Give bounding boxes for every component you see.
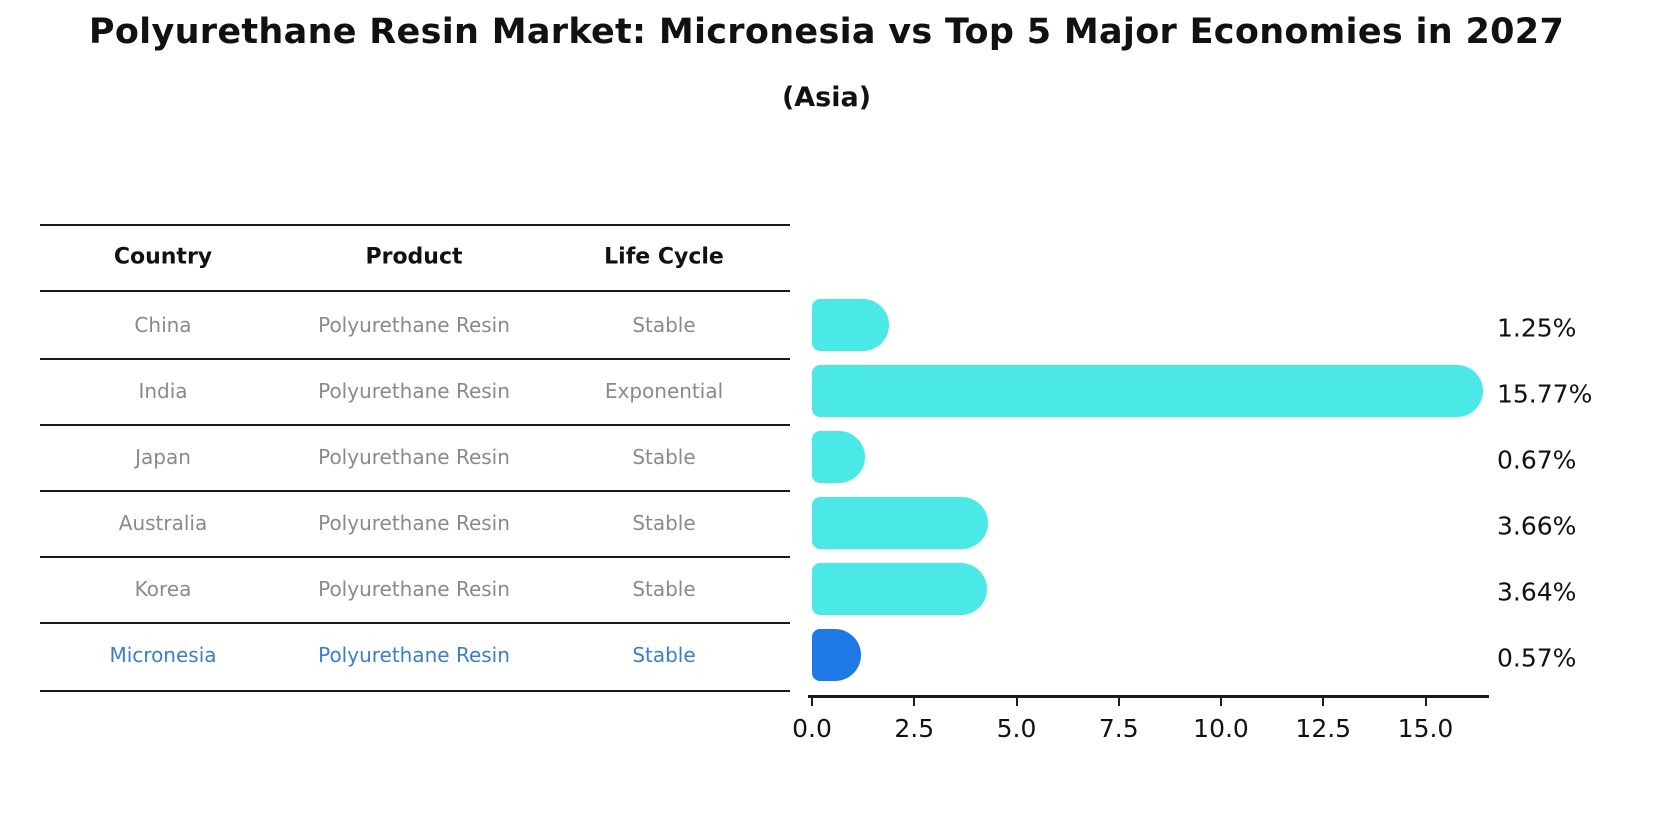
x-axis-tick-label: 7.5 xyxy=(1098,714,1139,743)
table-cell-product: Polyurethane Resin xyxy=(318,511,510,535)
table-cell-product: Polyurethane Resin xyxy=(318,445,510,469)
table-cell-country: Australia xyxy=(118,511,208,535)
chart-subtitle: (Asia) xyxy=(781,82,872,113)
table-cell-life_cycle: Stable xyxy=(632,643,696,667)
table-cell-life_cycle: Stable xyxy=(632,445,696,469)
table-header-cell: Life Cycle xyxy=(604,244,724,270)
table-cell-life_cycle: Exponential xyxy=(604,379,724,403)
table-rule xyxy=(40,424,790,426)
table-cell-country: Japan xyxy=(135,445,191,469)
table-cell-product: Polyurethane Resin xyxy=(318,643,510,667)
table-rule xyxy=(40,490,790,492)
bar-value-label: 15.77% xyxy=(1497,379,1593,409)
x-axis-tick xyxy=(1322,695,1325,706)
x-axis-tick xyxy=(1220,695,1222,706)
table-rule xyxy=(40,556,790,558)
x-axis-tick xyxy=(811,695,813,706)
table-rule xyxy=(40,622,790,624)
table-header-cell: Country xyxy=(113,244,213,270)
table-header-cell: Product xyxy=(365,244,463,270)
x-axis-tick-label: 0.0 xyxy=(792,714,832,743)
x-axis-tick xyxy=(1015,695,1018,706)
table-rule xyxy=(40,358,790,360)
bar-value-label: 1.25% xyxy=(1497,313,1577,343)
x-axis-tick xyxy=(1117,695,1120,706)
table-cell-life_cycle: Stable xyxy=(632,511,696,535)
x-axis-tick-label: 12.5 xyxy=(1295,714,1352,743)
x-axis-tick-label: 10.0 xyxy=(1193,714,1249,743)
table-cell-product: Polyurethane Resin xyxy=(318,379,510,403)
table-cell-life_cycle: Stable xyxy=(632,313,696,337)
table-cell-country: China xyxy=(134,313,192,337)
bar-india xyxy=(812,365,1483,417)
table-cell-country: Micronesia xyxy=(109,643,217,667)
x-axis-tick xyxy=(1424,695,1427,706)
x-axis-tick-label: 2.5 xyxy=(894,714,935,743)
bar-korea xyxy=(812,563,987,615)
table-cell-country: India xyxy=(138,379,188,403)
x-axis-tick-label: 15.0 xyxy=(1397,714,1454,743)
bar-value-label: 3.66% xyxy=(1497,511,1577,541)
bar-micronesia xyxy=(812,629,862,681)
bar-value-label: 3.64% xyxy=(1497,577,1577,607)
bar-australia xyxy=(812,497,988,549)
bar-japan xyxy=(812,431,866,483)
table-rule xyxy=(40,224,790,226)
table-rule xyxy=(40,690,790,692)
bar-value-label: 0.67% xyxy=(1497,445,1577,475)
bar-value-label: 0.57% xyxy=(1497,643,1577,673)
table-cell-product: Polyurethane Resin xyxy=(318,577,510,601)
table-cell-product: Polyurethane Resin xyxy=(318,313,510,337)
table-cell-country: Korea xyxy=(134,577,192,601)
x-axis xyxy=(808,695,1489,698)
table-rule xyxy=(40,290,790,292)
bar-china xyxy=(812,299,890,351)
table-cell-life_cycle: Stable xyxy=(632,577,696,601)
x-axis-tick xyxy=(913,695,916,706)
chart-title: Polyurethane Resin Market: Micronesia vs… xyxy=(88,12,1565,52)
x-axis-tick-label: 5.0 xyxy=(996,714,1037,743)
